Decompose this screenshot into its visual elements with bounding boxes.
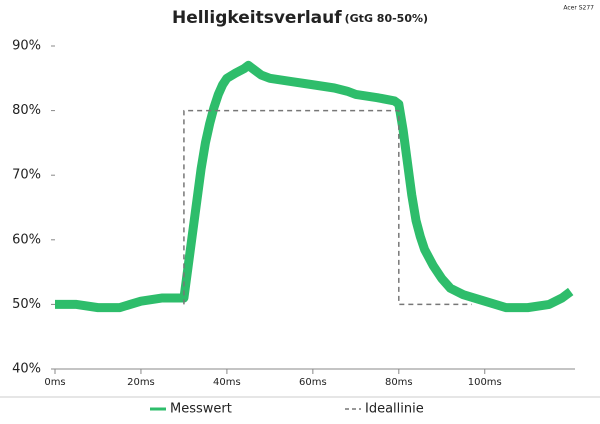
y-tick-label: 60% bbox=[12, 232, 41, 247]
y-tick-label: 50% bbox=[12, 297, 41, 312]
series-line bbox=[55, 60, 574, 313]
x-tick-label: 40ms bbox=[213, 377, 241, 388]
series-line bbox=[183, 109, 472, 306]
legend-label: Messwert bbox=[170, 402, 232, 417]
x-tick-label: 80ms bbox=[385, 377, 413, 388]
corner-note: Acer S277 bbox=[563, 5, 594, 12]
y-tick-label: 70% bbox=[12, 168, 41, 183]
x-tick-label: 0ms bbox=[44, 377, 65, 388]
x-tick-label: 20ms bbox=[127, 377, 155, 388]
y-tick-label: 90% bbox=[12, 39, 41, 54]
y-tick-label: 40% bbox=[12, 362, 41, 377]
chart-subtitle: (GtG 80-50%) bbox=[345, 12, 428, 25]
legend-label: Ideallinie bbox=[365, 402, 424, 417]
chart-title: Helligkeitsverlauf bbox=[172, 8, 342, 28]
y-tick-label: 80% bbox=[12, 103, 41, 118]
x-tick-label: 100ms bbox=[468, 377, 502, 388]
x-tick-label: 60ms bbox=[299, 377, 327, 388]
